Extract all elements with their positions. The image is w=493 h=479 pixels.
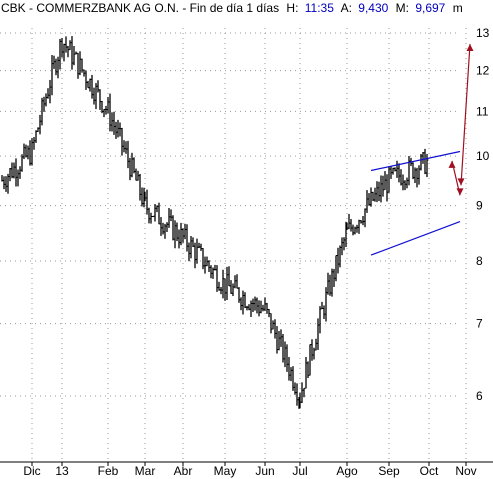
x-tick-label: Jul (292, 464, 307, 478)
x-tick-label: 13 (55, 464, 69, 478)
y-tick-label: 13 (476, 26, 490, 40)
x-tick-label: Mar (135, 464, 156, 478)
arrow-head (466, 43, 474, 51)
chart-grid (0, 28, 467, 462)
x-axis: Dic 13 Feb Mar Abr May Jun Jul Ago Sep Oct Nov (0, 461, 493, 478)
x-tick-label: Nov (455, 464, 476, 478)
x-tick-label: Oct (420, 464, 439, 478)
y-axis: 6 7 8 9 10 11 12 13 (476, 26, 490, 403)
x-tick-label: Ago (336, 464, 358, 478)
y-tick-label: 11 (476, 104, 489, 118)
chart-title: CBK - COMMERZBANK AG O.N. - Fin de día 1… (1, 1, 463, 15)
header-background (0, 0, 493, 15)
y-tick-label: 7 (476, 317, 483, 331)
trend-channel-lower (370, 220, 461, 256)
x-tick-label: Feb (98, 464, 119, 478)
price-series (1, 36, 429, 409)
y-tick-label: 10 (476, 149, 490, 163)
trend-channel-upper (370, 150, 461, 172)
y-tick-label: 8 (476, 254, 483, 268)
arrow-head (456, 188, 464, 196)
arrow-head (448, 160, 456, 168)
annotations (370, 43, 474, 256)
x-tick-label: Jun (255, 464, 274, 478)
projection-arrow-up (460, 43, 471, 186)
x-tick-label: May (214, 464, 237, 478)
y-tick-label: 12 (476, 64, 490, 78)
x-tick-label: Sep (378, 464, 400, 478)
x-tick-label: Dic (23, 464, 40, 478)
y-tick-label: 6 (476, 389, 483, 403)
x-tick-label: Abr (174, 464, 193, 478)
arrow-head (457, 178, 465, 186)
y-tick-label: 9 (476, 199, 483, 213)
